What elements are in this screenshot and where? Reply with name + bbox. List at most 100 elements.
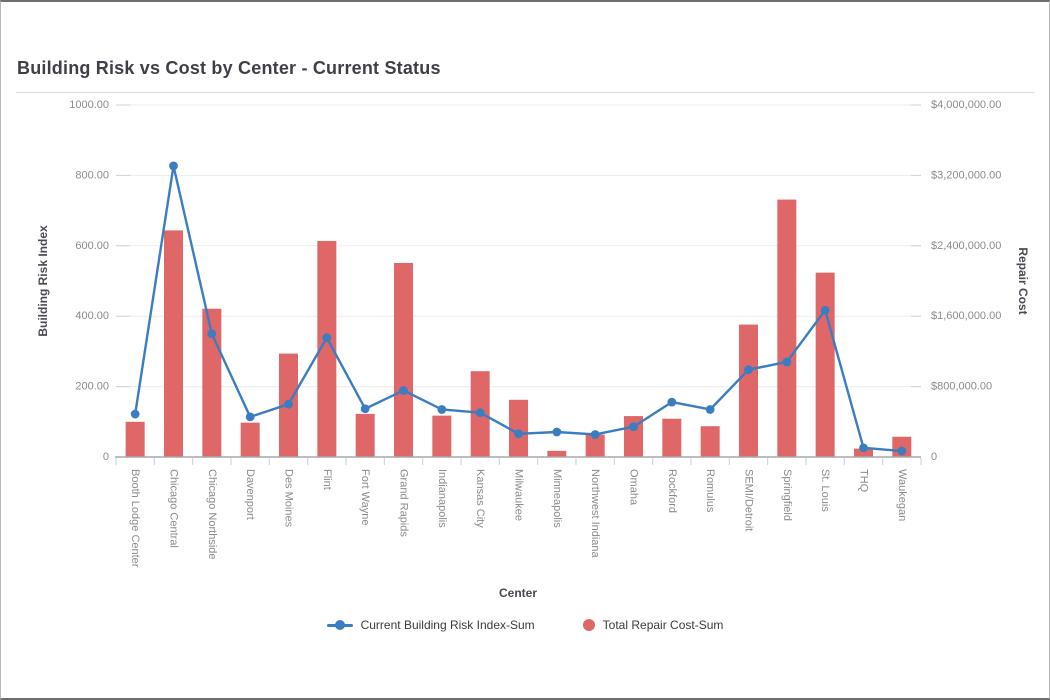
chart-title: Building Risk vs Cost by Center - Curren… <box>17 58 441 78</box>
point-rockford[interactable] <box>667 397 677 407</box>
point-springfield[interactable] <box>782 357 792 367</box>
x-tick-label-group: Northwest Indiana <box>589 469 601 559</box>
point-chicago-central[interactable] <box>169 161 178 171</box>
x-tick-label-group: Rockford <box>666 469 678 513</box>
title-divider <box>16 92 1034 93</box>
x-tick-label: Northwest Indiana <box>589 469 601 559</box>
x-tick-label-group: Omaha <box>628 469 640 506</box>
x-tick-label-group: Fort Wayne <box>359 469 371 525</box>
point-flint[interactable] <box>322 333 332 343</box>
bar-booth-lodge-center[interactable] <box>125 421 145 457</box>
bar-chicago-central[interactable] <box>164 230 183 457</box>
x-tick-label: THQ <box>858 469 870 493</box>
x-tick-label: Davenport <box>244 469 256 520</box>
bar-indianapolis[interactable] <box>432 415 452 457</box>
x-tick-label-group: SEMI/Detroit <box>743 469 755 531</box>
right-y-tick-label: $2,400,000.00 <box>931 240 1001 252</box>
bar-northwest-indiana[interactable] <box>585 434 605 457</box>
left-axis-title: Building Risk Index <box>36 225 50 337</box>
left-y-tick-label: 400.00 <box>75 310 109 322</box>
x-tick-label: Kansas City <box>474 469 486 528</box>
point-semi-detroit[interactable] <box>744 365 753 375</box>
x-tick-label-group: Kansas City <box>474 469 486 528</box>
x-tick-label-group: Minneapolis <box>551 469 563 528</box>
point-indianapolis[interactable] <box>437 405 447 414</box>
x-tick-label: Romulus <box>704 469 716 513</box>
x-tick-label: Springfield <box>781 469 793 521</box>
point-grand-rapids[interactable] <box>399 386 408 395</box>
right-y-tick-label: $3,200,000.00 <box>931 169 1001 181</box>
bar-omaha[interactable] <box>624 416 643 457</box>
x-tick-label-group: THQ <box>858 469 870 493</box>
right-y-tick-label: $800,000.00 <box>931 381 992 393</box>
left-y-tick-label: 200.00 <box>75 381 109 393</box>
bar-fort-wayne[interactable] <box>355 413 375 457</box>
bar-st-louis[interactable] <box>815 272 835 457</box>
right-y-tick-label: $4,000,000.00 <box>931 99 1001 111</box>
x-tick-label-group: Indianapolis <box>436 469 448 528</box>
left-y-tick-label: 600.00 <box>75 240 109 252</box>
point-des-moines[interactable] <box>284 399 293 409</box>
x-tick-label: SEMI/Detroit <box>743 469 755 531</box>
bar-romulus[interactable] <box>700 426 720 457</box>
point-fort-wayne[interactable] <box>360 404 370 414</box>
x-tick-label: Flint <box>321 469 333 490</box>
x-tick-label-group: Booth Lodge Center <box>129 469 141 568</box>
x-tick-label-group: Milwaukee <box>513 469 525 521</box>
point-romulus[interactable] <box>705 405 715 414</box>
left-y-tick-label: 800.00 <box>75 169 109 181</box>
point-milwaukee[interactable] <box>514 429 523 439</box>
bar-minneapolis[interactable] <box>547 450 567 457</box>
point-omaha[interactable] <box>629 422 638 432</box>
bar-thq[interactable] <box>854 448 873 457</box>
bar-grand-rapids[interactable] <box>394 262 413 457</box>
point-waukegan[interactable] <box>897 446 907 456</box>
x-tick-label: Des Moines <box>283 469 295 528</box>
point-kansas-city[interactable] <box>475 408 485 418</box>
x-tick-label-group: Waukegan <box>896 469 908 521</box>
right-y-tick-label: 0 <box>931 451 937 463</box>
x-tick-label-group: Springfield <box>781 469 793 521</box>
left-y-tick-label: 0 <box>103 451 109 463</box>
x-axis-title: Center <box>498 586 538 600</box>
x-tick-label: Minneapolis <box>551 469 563 528</box>
x-tick-label: Omaha <box>628 469 640 506</box>
line-marker-dot <box>334 620 345 630</box>
bar-springfield[interactable] <box>777 199 797 457</box>
x-tick-label-group: Davenport <box>244 469 256 520</box>
combo-chart-plot: 0 0 200.00 $800,000.00 400.00 $1,600,000.00 60… <box>69 99 1001 568</box>
point-st-louis[interactable] <box>820 305 830 315</box>
x-tick-label: Indianapolis <box>436 469 448 528</box>
point-booth-lodge-center[interactable] <box>130 409 140 419</box>
x-tick-label-group: Chicago Central <box>168 469 180 548</box>
bar-semi-detroit[interactable] <box>739 324 758 457</box>
chart-legend: Current Building Risk Index-Sum Total Re… <box>1 618 1049 632</box>
bar-flint[interactable] <box>317 240 337 457</box>
legend-label-repair-cost: Total Repair Cost-Sum <box>602 618 724 632</box>
bar-milwaukee[interactable] <box>509 399 528 457</box>
bar-series-marker-icon <box>582 619 595 631</box>
legend-item-repair-cost[interactable]: Total Repair Cost-Sum <box>582 618 724 632</box>
bar-rockford[interactable] <box>662 418 682 457</box>
point-chicago-northside[interactable] <box>207 329 217 339</box>
x-tick-label: Booth Lodge Center <box>129 469 141 568</box>
x-tick-label: Chicago Northside <box>206 469 218 560</box>
x-tick-label-group: Grand Rapids <box>398 469 410 537</box>
x-tick-label-group: Romulus <box>704 469 716 513</box>
bar-davenport[interactable] <box>240 422 260 457</box>
legend-item-risk-index[interactable]: Current Building Risk Index-Sum <box>326 618 535 632</box>
right-axis-title: Repair Cost <box>1016 247 1030 315</box>
x-tick-label: Waukegan <box>896 469 908 521</box>
x-tick-label: Milwaukee <box>513 469 525 521</box>
point-thq[interactable] <box>859 443 868 453</box>
point-northwest-indiana[interactable] <box>590 430 600 439</box>
point-minneapolis[interactable] <box>552 427 562 437</box>
x-tick-label-group: Flint <box>321 469 333 490</box>
x-tick-label: St. Louis <box>819 469 831 512</box>
x-tick-label: Rockford <box>666 469 678 513</box>
line-series-marker-icon <box>326 618 353 632</box>
point-davenport[interactable] <box>245 412 255 422</box>
right-y-tick-label: $1,600,000.00 <box>931 310 1001 322</box>
x-tick-label-group: St. Louis <box>819 469 831 512</box>
